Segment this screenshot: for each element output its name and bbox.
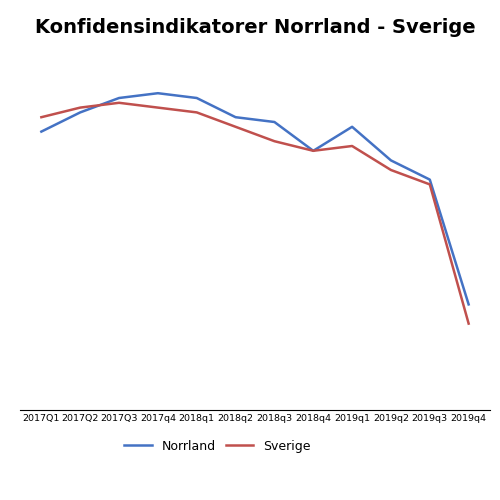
Norrland [388, 158, 394, 164]
Norrland [38, 128, 44, 134]
Sverige [272, 138, 278, 144]
Sverige [155, 104, 161, 110]
Sverige [427, 182, 433, 188]
Sverige [388, 167, 394, 173]
Norrland [194, 95, 200, 101]
Norrland [272, 119, 278, 125]
Title: Konfidensindikatorer Norrland - Sverige: Konfidensindikatorer Norrland - Sverige [34, 18, 475, 38]
Norrland [116, 95, 122, 101]
Sverige [38, 114, 44, 120]
Sverige [466, 320, 471, 326]
Norrland [155, 90, 161, 96]
Norrland [232, 114, 238, 120]
Sverige [349, 143, 355, 149]
Line: Sverige: Sverige [42, 103, 469, 324]
Norrland [310, 148, 316, 154]
Sverige [194, 110, 200, 116]
Line: Norrland: Norrland [42, 93, 469, 304]
Norrland [427, 176, 433, 182]
Norrland [77, 110, 83, 116]
Legend: Norrland, Sverige: Norrland, Sverige [119, 434, 316, 458]
Norrland [349, 124, 355, 130]
Norrland [466, 302, 471, 308]
Sverige [232, 124, 238, 130]
Sverige [116, 100, 122, 106]
Sverige [310, 148, 316, 154]
Sverige [77, 104, 83, 110]
